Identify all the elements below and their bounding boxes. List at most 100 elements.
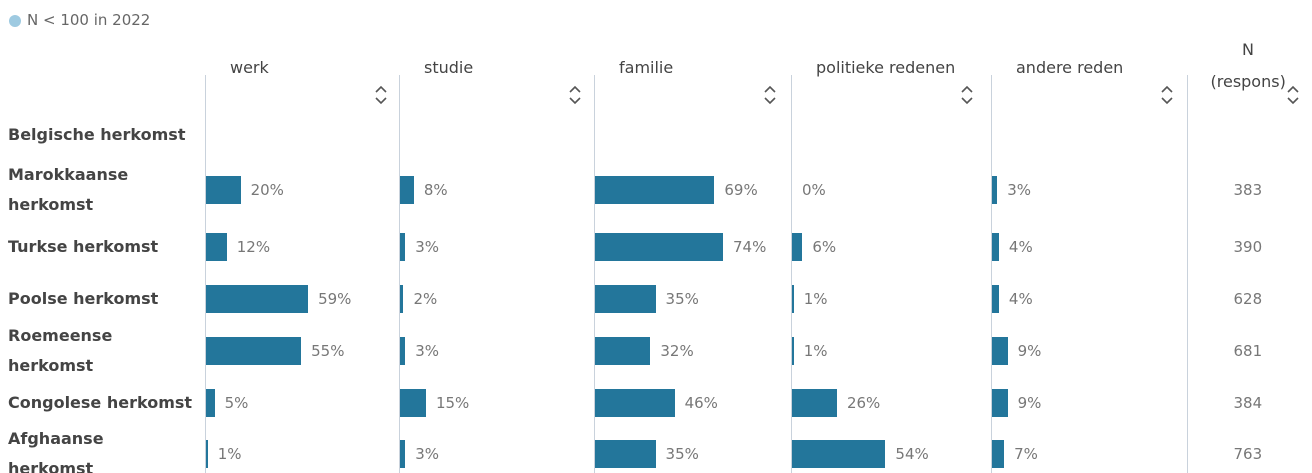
n-value: 383 (1233, 181, 1263, 199)
bar (992, 233, 999, 261)
bar (595, 285, 656, 313)
value-label: 12% (236, 238, 271, 256)
column-header: N (1242, 40, 1254, 59)
bar (992, 337, 1008, 365)
value-label: 4% (1008, 290, 1033, 308)
sort-icon[interactable] (374, 84, 388, 106)
bar (400, 285, 404, 313)
row-label: Roemeense herkomst (8, 326, 113, 375)
column-divider (205, 75, 206, 473)
value-label: 59% (318, 290, 352, 308)
row-label: Marokkaanse herkomst (8, 165, 129, 214)
sort-chevrons[interactable] (374, 84, 388, 106)
bar (400, 176, 414, 204)
value-label: 55% (311, 342, 345, 360)
sort-icon[interactable] (1286, 84, 1300, 106)
value-label: 6% (812, 238, 837, 256)
legend-note: N < 100 in 2022 (27, 11, 151, 29)
value-label: 54% (895, 445, 929, 463)
column-header: politieke redenen (816, 58, 956, 77)
n-value: 390 (1233, 238, 1263, 256)
value-label: 74% (733, 238, 767, 256)
bar (400, 389, 426, 417)
value-label: 1% (217, 445, 242, 463)
bar (792, 233, 803, 261)
bar (206, 176, 241, 204)
value-label: 3% (415, 445, 439, 463)
value-label: 1% (803, 342, 828, 360)
sort-chevrons[interactable] (960, 84, 974, 106)
row-label: Turkse herkomst (8, 237, 159, 256)
sort-chevrons[interactable] (568, 84, 582, 106)
sort-icon[interactable] (568, 84, 582, 106)
bar (206, 233, 227, 261)
n-value: 681 (1233, 342, 1263, 360)
value-label: 2% (413, 290, 438, 308)
bar (206, 337, 302, 365)
column-header: (respons) (1210, 72, 1286, 91)
bar (595, 389, 675, 417)
value-label: 32% (660, 342, 694, 360)
column-divider (991, 75, 992, 473)
row-label: Belgische herkomst (8, 125, 186, 144)
column-divider (791, 75, 792, 473)
column-divider (1187, 75, 1188, 473)
bar (206, 285, 309, 313)
value-label: 7% (1014, 445, 1038, 463)
bar (400, 440, 406, 468)
value-label: 35% (665, 290, 699, 308)
column-header: werk (230, 58, 269, 77)
sort-chevrons[interactable] (1286, 84, 1300, 106)
value-label: 3% (415, 238, 439, 256)
column-header: familie (619, 58, 674, 77)
bar (992, 389, 1008, 417)
value-label: 9% (1017, 342, 1042, 360)
sort-chevrons[interactable] (763, 84, 777, 106)
value-label: 26% (846, 394, 881, 412)
n-value: 628 (1233, 290, 1263, 308)
value-label: 5% (224, 394, 249, 412)
bar (595, 176, 715, 204)
bar (400, 337, 406, 365)
bar (992, 285, 999, 313)
value-label: 1% (803, 290, 828, 308)
bar (792, 389, 837, 417)
column-divider (594, 75, 595, 473)
bar (206, 440, 208, 468)
sort-chevrons[interactable] (1160, 84, 1174, 106)
row-label: Congolese herkomst (8, 393, 193, 412)
bar (792, 337, 794, 365)
column-header: andere reden (1016, 58, 1124, 77)
value-label: 8% (423, 181, 448, 199)
bar (206, 389, 215, 417)
value-label: 9% (1017, 394, 1042, 412)
value-label: 46% (684, 394, 718, 412)
bar (792, 285, 794, 313)
row-label: Poolse herkomst (8, 289, 159, 308)
bar (400, 233, 406, 261)
bar (992, 440, 1005, 468)
bar (992, 176, 998, 204)
value-label: 20% (250, 181, 284, 199)
value-label: 69% (724, 181, 758, 199)
value-label: 4% (1008, 238, 1033, 256)
value-label: 3% (1007, 181, 1031, 199)
value-label: 35% (665, 445, 699, 463)
row-label: Afghaanse herkomst (8, 429, 104, 473)
bar (595, 233, 724, 261)
n-value: 763 (1233, 445, 1263, 463)
value-label: 3% (415, 342, 439, 360)
sort-icon[interactable] (1160, 84, 1174, 106)
sort-icon[interactable] (763, 84, 777, 106)
legend-dot (9, 15, 21, 27)
n-value: 384 (1233, 394, 1263, 412)
value-label: 0% (802, 181, 826, 199)
value-label: 15% (435, 394, 470, 412)
column-header: studie (424, 58, 474, 77)
sort-icon[interactable] (960, 84, 974, 106)
bar (595, 440, 656, 468)
bar (792, 440, 886, 468)
column-divider (399, 75, 400, 473)
bar (595, 337, 651, 365)
